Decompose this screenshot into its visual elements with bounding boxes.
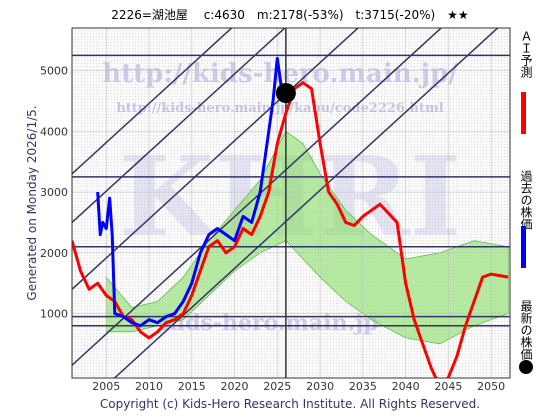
y-tick-label: 1000 bbox=[40, 308, 68, 321]
trend-line bbox=[72, 28, 286, 223]
x-tick-label: 2040 bbox=[392, 380, 420, 393]
legend-swatch bbox=[521, 92, 526, 134]
x-tick-label: 2030 bbox=[306, 380, 334, 393]
footer: Copyright (c) Kids-Hero Research Institu… bbox=[100, 397, 480, 411]
x-tick-label: 2015 bbox=[178, 380, 206, 393]
x-tick-label: 2050 bbox=[477, 380, 505, 393]
trend-line bbox=[113, 28, 499, 378]
x-tick-label: 2045 bbox=[434, 380, 462, 393]
y-tick-label: 5000 bbox=[40, 65, 68, 78]
legend-label: ＡＩ予測 bbox=[519, 30, 533, 79]
plot-frame bbox=[71, 27, 511, 379]
chart-title: 2226=湖池屋 c:4630 m:2178(-53%) t:3715(-20%… bbox=[111, 7, 468, 22]
legend-swatch bbox=[521, 226, 526, 268]
plot: http://kids-hero.main.jp/http://kids-her… bbox=[72, 28, 510, 378]
legend-label: 最新の株価 bbox=[519, 300, 533, 360]
legend-swatch bbox=[519, 360, 533, 374]
watermark: http://kids-hero.main.jp/kabu/code2226.h… bbox=[116, 101, 443, 116]
x-tick-label: 2020 bbox=[221, 380, 249, 393]
trend-line bbox=[72, 28, 443, 366]
trend-line bbox=[72, 28, 233, 175]
x-tick-label: 2010 bbox=[135, 380, 163, 393]
y-tick-label: 4000 bbox=[40, 125, 68, 138]
legend-label: 過去の株価 bbox=[519, 170, 533, 230]
y-tick-label: 2000 bbox=[40, 247, 68, 260]
x-tick-label: 2005 bbox=[92, 380, 120, 393]
watermark: kids-hero.main.jp bbox=[162, 310, 379, 336]
series-line bbox=[96, 56, 287, 328]
x-tick-label: 2035 bbox=[349, 380, 377, 393]
x-tick-label: 2025 bbox=[263, 380, 291, 393]
side-label: Generated on Monday 2026/1/5. bbox=[25, 105, 39, 300]
series-line bbox=[72, 81, 509, 378]
y-tick-label: 3000 bbox=[40, 186, 68, 199]
latest-point bbox=[275, 83, 296, 104]
